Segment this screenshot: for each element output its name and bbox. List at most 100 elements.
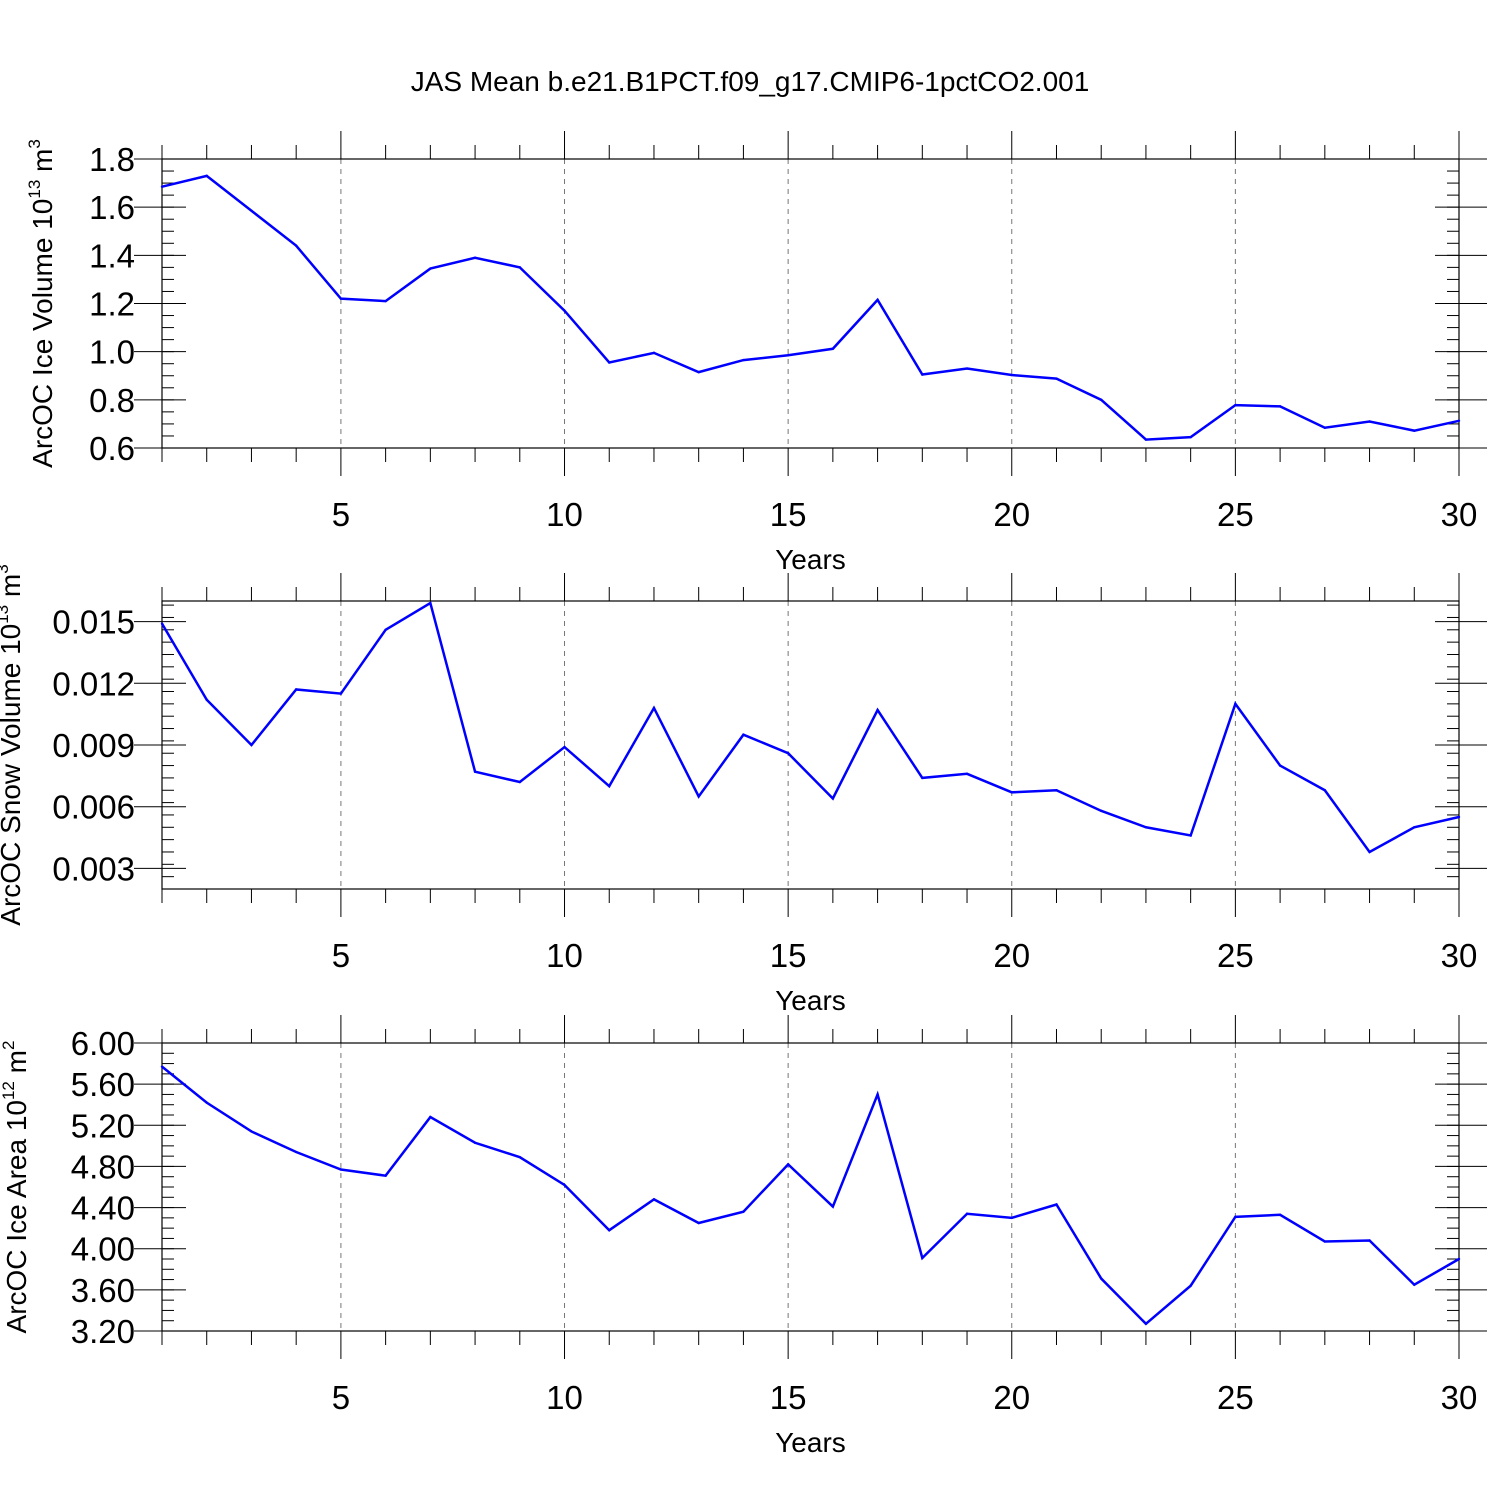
data-point-year-6 xyxy=(384,628,387,631)
data-point-year-16 xyxy=(831,1205,835,1208)
x-axis-label: Years xyxy=(775,985,846,1016)
data-point-year-13 xyxy=(697,370,700,374)
data-point-year-4 xyxy=(294,688,298,691)
x-tick-label-20: 20 xyxy=(993,496,1030,533)
data-point-year-26 xyxy=(1278,405,1282,408)
x-tick-label-30: 30 xyxy=(1441,1379,1478,1416)
y-tick-label-6.00: 6.00 xyxy=(71,1025,135,1062)
data-point-year-22 xyxy=(1100,1277,1103,1280)
data-point-year-16 xyxy=(831,797,835,800)
data-point-year-1 xyxy=(160,1065,164,1068)
y-axis-label-text: ArcOC Ice Volume 10 xyxy=(27,199,58,468)
data-point-year-8 xyxy=(473,256,477,259)
x-tick-label-25: 25 xyxy=(1217,1379,1254,1416)
data-point-year-8 xyxy=(473,1141,477,1144)
data-point-year-30 xyxy=(1457,419,1461,422)
x-axis-label: Years xyxy=(775,544,846,575)
data-point-year-1 xyxy=(160,185,164,188)
data-point-year-12 xyxy=(652,706,656,710)
data-point-year-4 xyxy=(294,1150,298,1154)
data-point-year-2 xyxy=(205,174,208,178)
data-point-year-23 xyxy=(1144,826,1148,829)
data-point-year-3 xyxy=(250,1130,253,1133)
data-point-year-21 xyxy=(1055,789,1058,792)
x-tick-label-20: 20 xyxy=(993,1379,1030,1416)
y-axis-label-unit: m xyxy=(27,149,58,180)
data-point-year-3 xyxy=(250,743,253,747)
data-point-year-13 xyxy=(697,1221,700,1225)
data-point-year-3 xyxy=(250,209,253,212)
data-point-year-22 xyxy=(1100,809,1103,813)
x-tick-label-5: 5 xyxy=(332,937,350,974)
data-point-year-19 xyxy=(965,772,969,775)
data-point-year-5 xyxy=(339,692,343,695)
y-tick-label-1.0: 1.0 xyxy=(89,334,135,371)
y-tick-label-0.8: 0.8 xyxy=(89,382,135,419)
data-point-year-9 xyxy=(518,1155,521,1159)
series-line-1 xyxy=(161,1065,1460,1326)
x-tick-label-15: 15 xyxy=(770,1379,807,1416)
x-tick-label-30: 30 xyxy=(1441,937,1478,974)
y-tick-label-1.8: 1.8 xyxy=(89,141,135,178)
series-line-1 xyxy=(161,174,1460,441)
data-point-year-21 xyxy=(1055,377,1058,380)
data-point-year-2 xyxy=(205,1101,208,1104)
data-point-year-12 xyxy=(652,1198,656,1201)
y-tick-label-0.003: 0.003 xyxy=(52,850,135,887)
data-point-year-23 xyxy=(1144,1322,1148,1326)
data-point-year-8 xyxy=(473,770,477,773)
data-point-year-9 xyxy=(518,780,521,784)
data-point-year-29 xyxy=(1413,1283,1416,1286)
data-point-year-25 xyxy=(1234,702,1237,706)
y-tick-label-3.20: 3.20 xyxy=(71,1313,135,1350)
data-point-year-7 xyxy=(429,267,432,270)
y-axis-label-exponent: 13 xyxy=(25,180,44,199)
data-point-year-25 xyxy=(1234,1215,1237,1219)
data-point-year-18 xyxy=(921,1256,924,1260)
y-tick-label-1.2: 1.2 xyxy=(89,286,135,323)
data-point-year-26 xyxy=(1278,1213,1282,1216)
data-point-year-21 xyxy=(1055,1203,1058,1206)
data-point-year-16 xyxy=(831,347,835,350)
x-tick-label-25: 25 xyxy=(1217,937,1254,974)
y-axis-label-unit: m xyxy=(0,574,26,605)
data-point-year-17 xyxy=(876,1093,879,1096)
x-axis-label: Years xyxy=(775,1427,846,1458)
y-axis-label-unit: m xyxy=(1,1050,32,1081)
y-tick-label-0.6: 0.6 xyxy=(89,430,135,467)
panels: 5 10 15 20 25 30Years0.60.81.01.21.41.61.8Arc… xyxy=(0,131,1487,1458)
data-point-year-20 xyxy=(1010,1216,1013,1220)
data-point-year-26 xyxy=(1278,764,1282,767)
y-axis-label-unit-power: 3 xyxy=(25,139,44,148)
data-point-year-15 xyxy=(786,354,790,357)
x-tick-label-15: 15 xyxy=(770,496,807,533)
y-axis-label-unit-power: 2 xyxy=(0,1041,18,1050)
data-point-year-6 xyxy=(384,299,387,303)
y-tick-label-0.015: 0.015 xyxy=(52,604,135,641)
y-axis-label-exponent: 13 xyxy=(0,605,12,624)
data-point-year-17 xyxy=(876,708,879,712)
data-point-year-7 xyxy=(429,1115,432,1119)
data-point-year-20 xyxy=(1010,791,1013,794)
data-point-year-25 xyxy=(1234,403,1237,407)
data-point-year-18 xyxy=(921,776,924,780)
data-point-year-18 xyxy=(921,373,924,376)
plot-frame xyxy=(161,158,1460,449)
series-line-1 xyxy=(160,601,1460,854)
data-point-year-15 xyxy=(786,1163,790,1166)
data-point-year-23 xyxy=(1144,438,1148,441)
y-axis-label-text: ArcOC Ice Area 10 xyxy=(1,1100,32,1333)
x-tick-label-20: 20 xyxy=(993,937,1030,974)
y-tick-label-4.40: 4.40 xyxy=(71,1190,135,1227)
x-tick-label-10: 10 xyxy=(546,937,583,974)
data-point-year-20 xyxy=(1010,373,1013,377)
data-point-year-10 xyxy=(563,309,566,312)
y-tick-label-0.012: 0.012 xyxy=(52,665,135,702)
data-point-year-27 xyxy=(1323,789,1327,792)
data-point-year-30 xyxy=(1457,1257,1461,1261)
x-tick-label-5: 5 xyxy=(332,1379,350,1416)
data-point-year-6 xyxy=(384,1174,387,1177)
data-point-year-10 xyxy=(563,1183,566,1187)
data-point-year-13 xyxy=(697,795,700,798)
